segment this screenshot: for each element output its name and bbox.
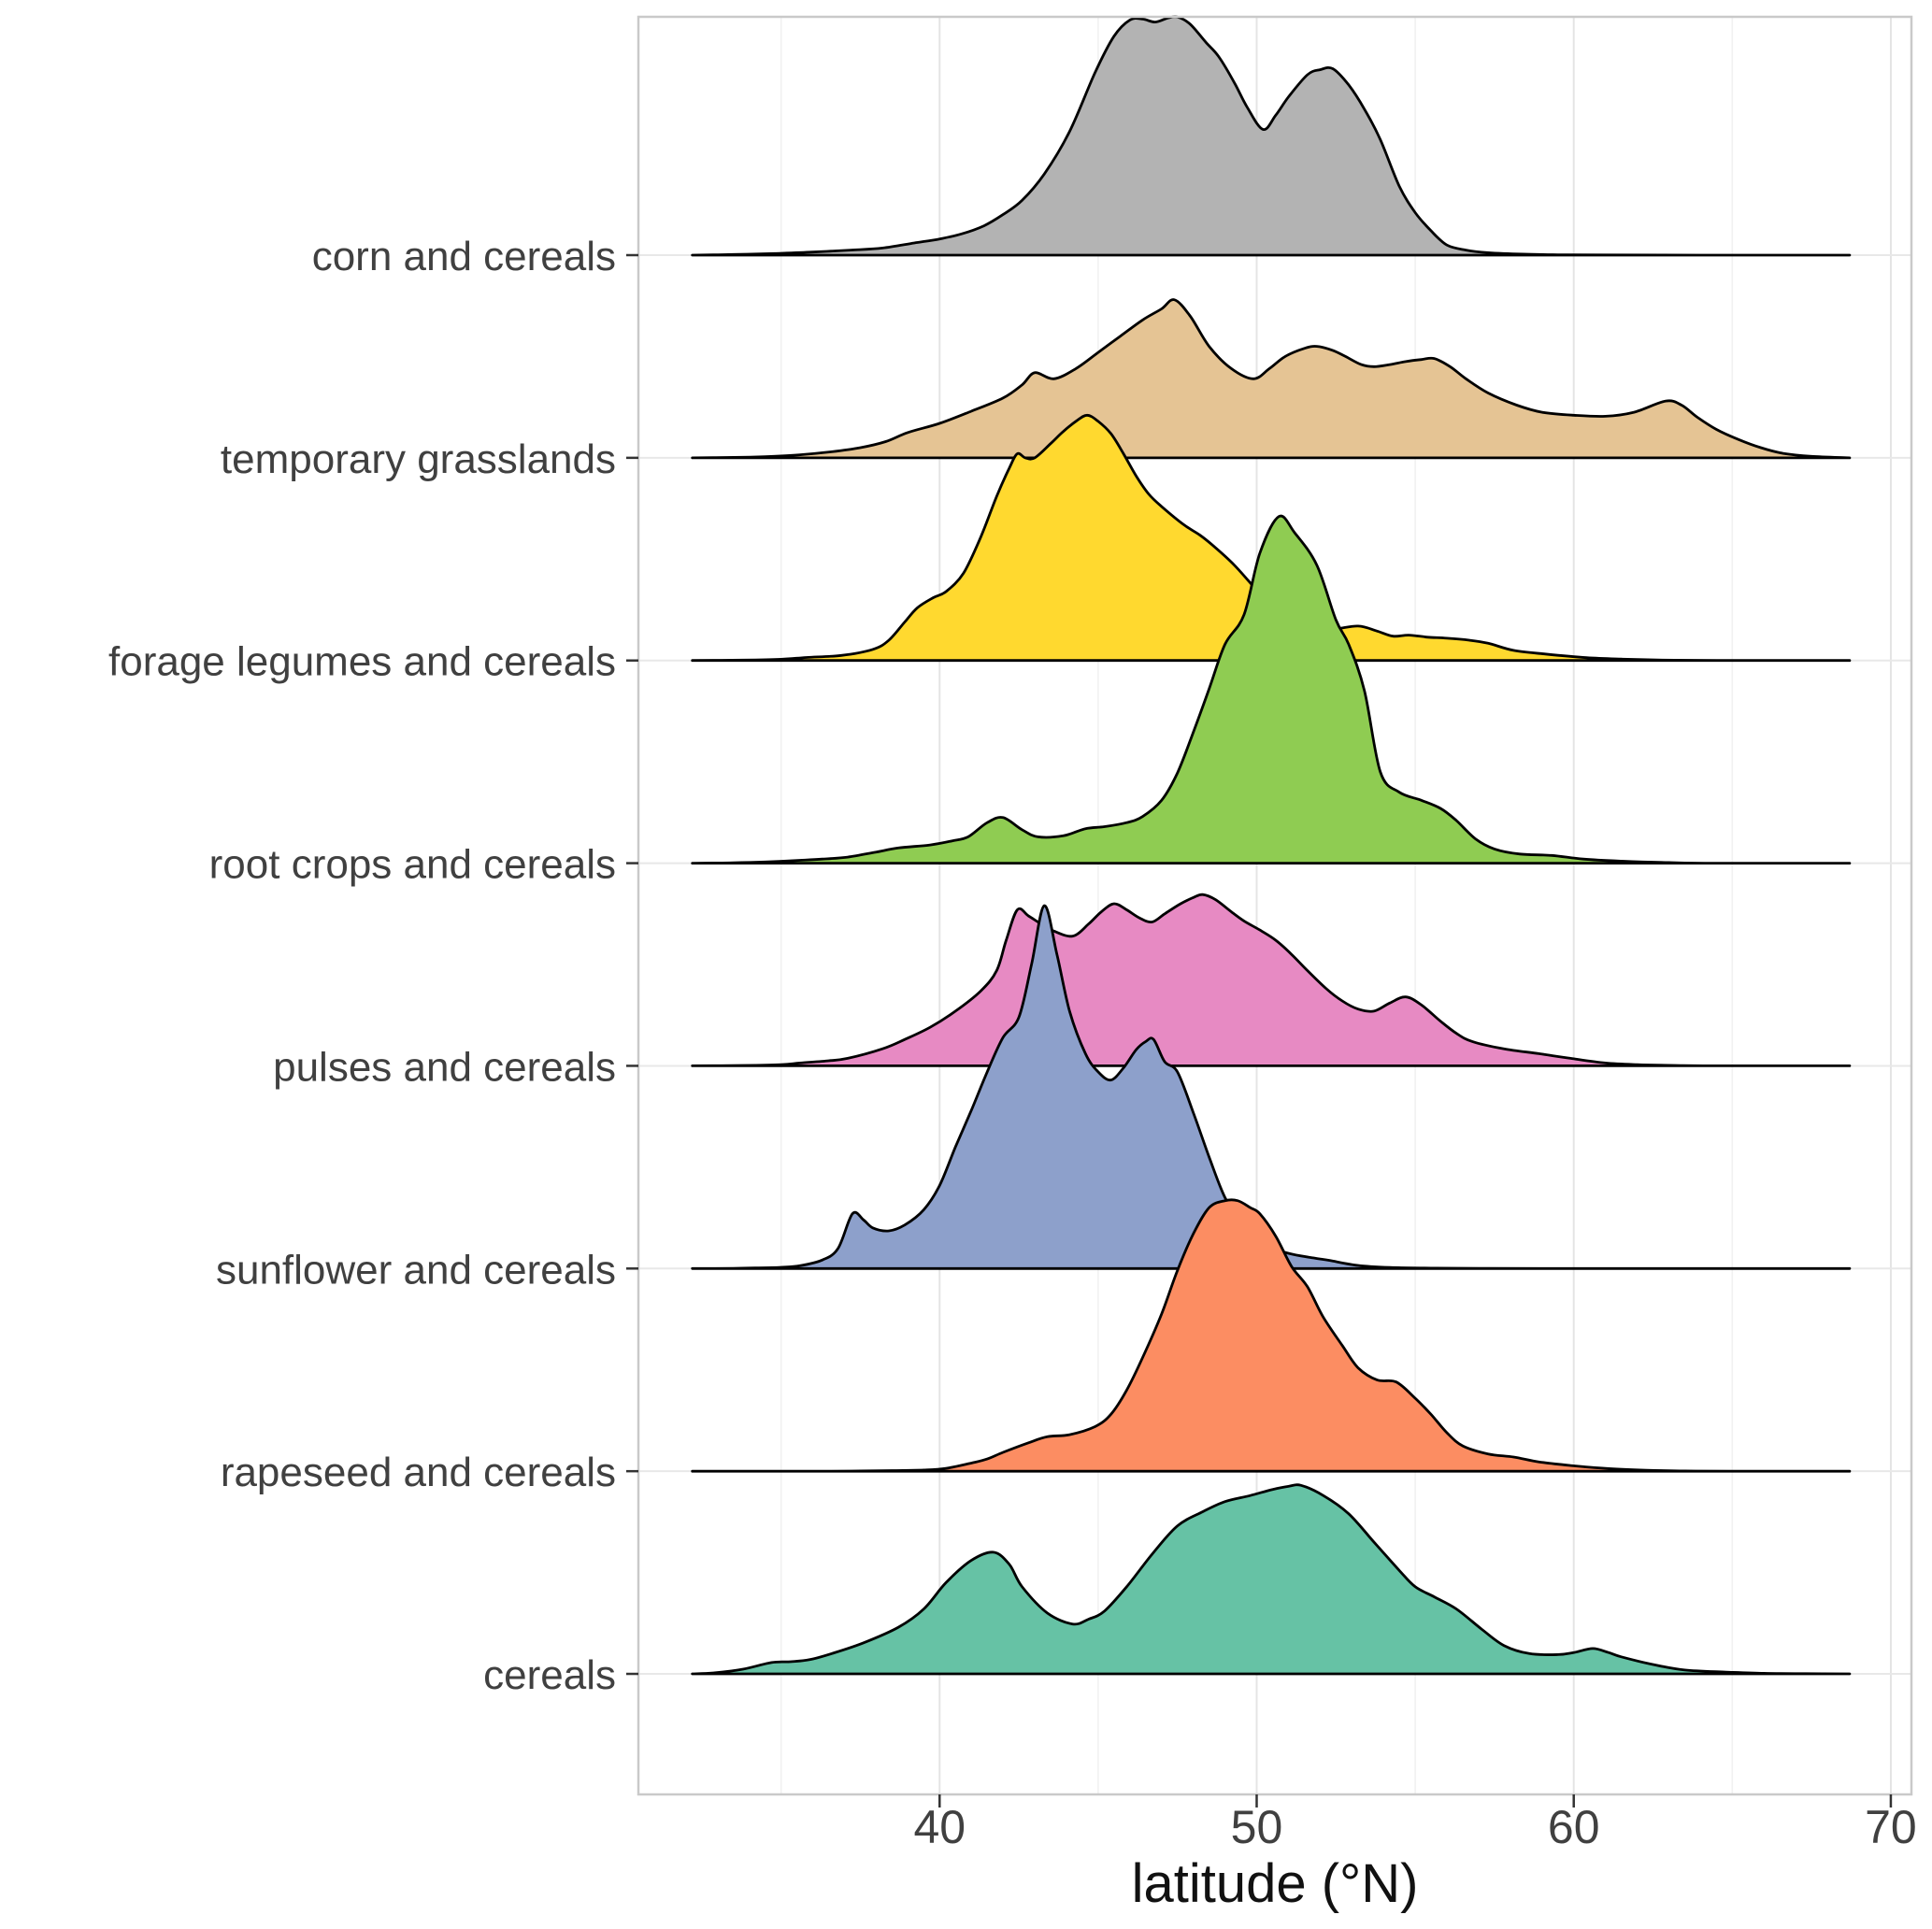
x-tick-label-40: 40 xyxy=(913,1801,966,1853)
ridge-series xyxy=(691,15,1852,1676)
category-label-sunflower-and-cereals: sunflower and cereals xyxy=(216,1247,616,1293)
category-label-cereals: cereals xyxy=(483,1652,616,1698)
ridge-pulses-and-cereals xyxy=(691,893,1852,1067)
category-label-corn-and-cereals: corn and cereals xyxy=(312,234,616,279)
ridge-root-crops-and-cereals xyxy=(691,514,1852,865)
axis-tick-marks xyxy=(626,253,1893,1808)
ridge-corn-and-cereals xyxy=(691,15,1852,257)
x-tick-label-50: 50 xyxy=(1231,1801,1283,1853)
ridge-rapeseed-and-cereals xyxy=(691,1198,1852,1473)
category-label-temporary-grasslands: temporary grasslands xyxy=(221,436,616,482)
category-label-root-crops-and-cereals: root crops and cereals xyxy=(209,842,616,888)
panel-border xyxy=(637,15,1913,1796)
category-label-forage-legumes-and-cereals: forage legumes and cereals xyxy=(108,639,616,685)
ridge-forage-legumes-and-cereals xyxy=(691,413,1852,663)
ridge-sunflower-and-cereals xyxy=(691,904,1852,1270)
x-tick-label-70: 70 xyxy=(1865,1801,1917,1853)
category-label-rapeseed-and-cereals: rapeseed and cereals xyxy=(221,1450,616,1495)
ridge-temporary-grasslands xyxy=(691,298,1852,460)
x-axis-title: latitude (°N) xyxy=(1132,1853,1419,1914)
x-tick-label-60: 60 xyxy=(1548,1801,1600,1853)
ridge-cereals xyxy=(691,1483,1852,1676)
category-label-pulses-and-cereals: pulses and cereals xyxy=(273,1044,616,1090)
axis-labels: 40 50 60 70 corn and cereals temporary grassl… xyxy=(108,234,1917,1853)
